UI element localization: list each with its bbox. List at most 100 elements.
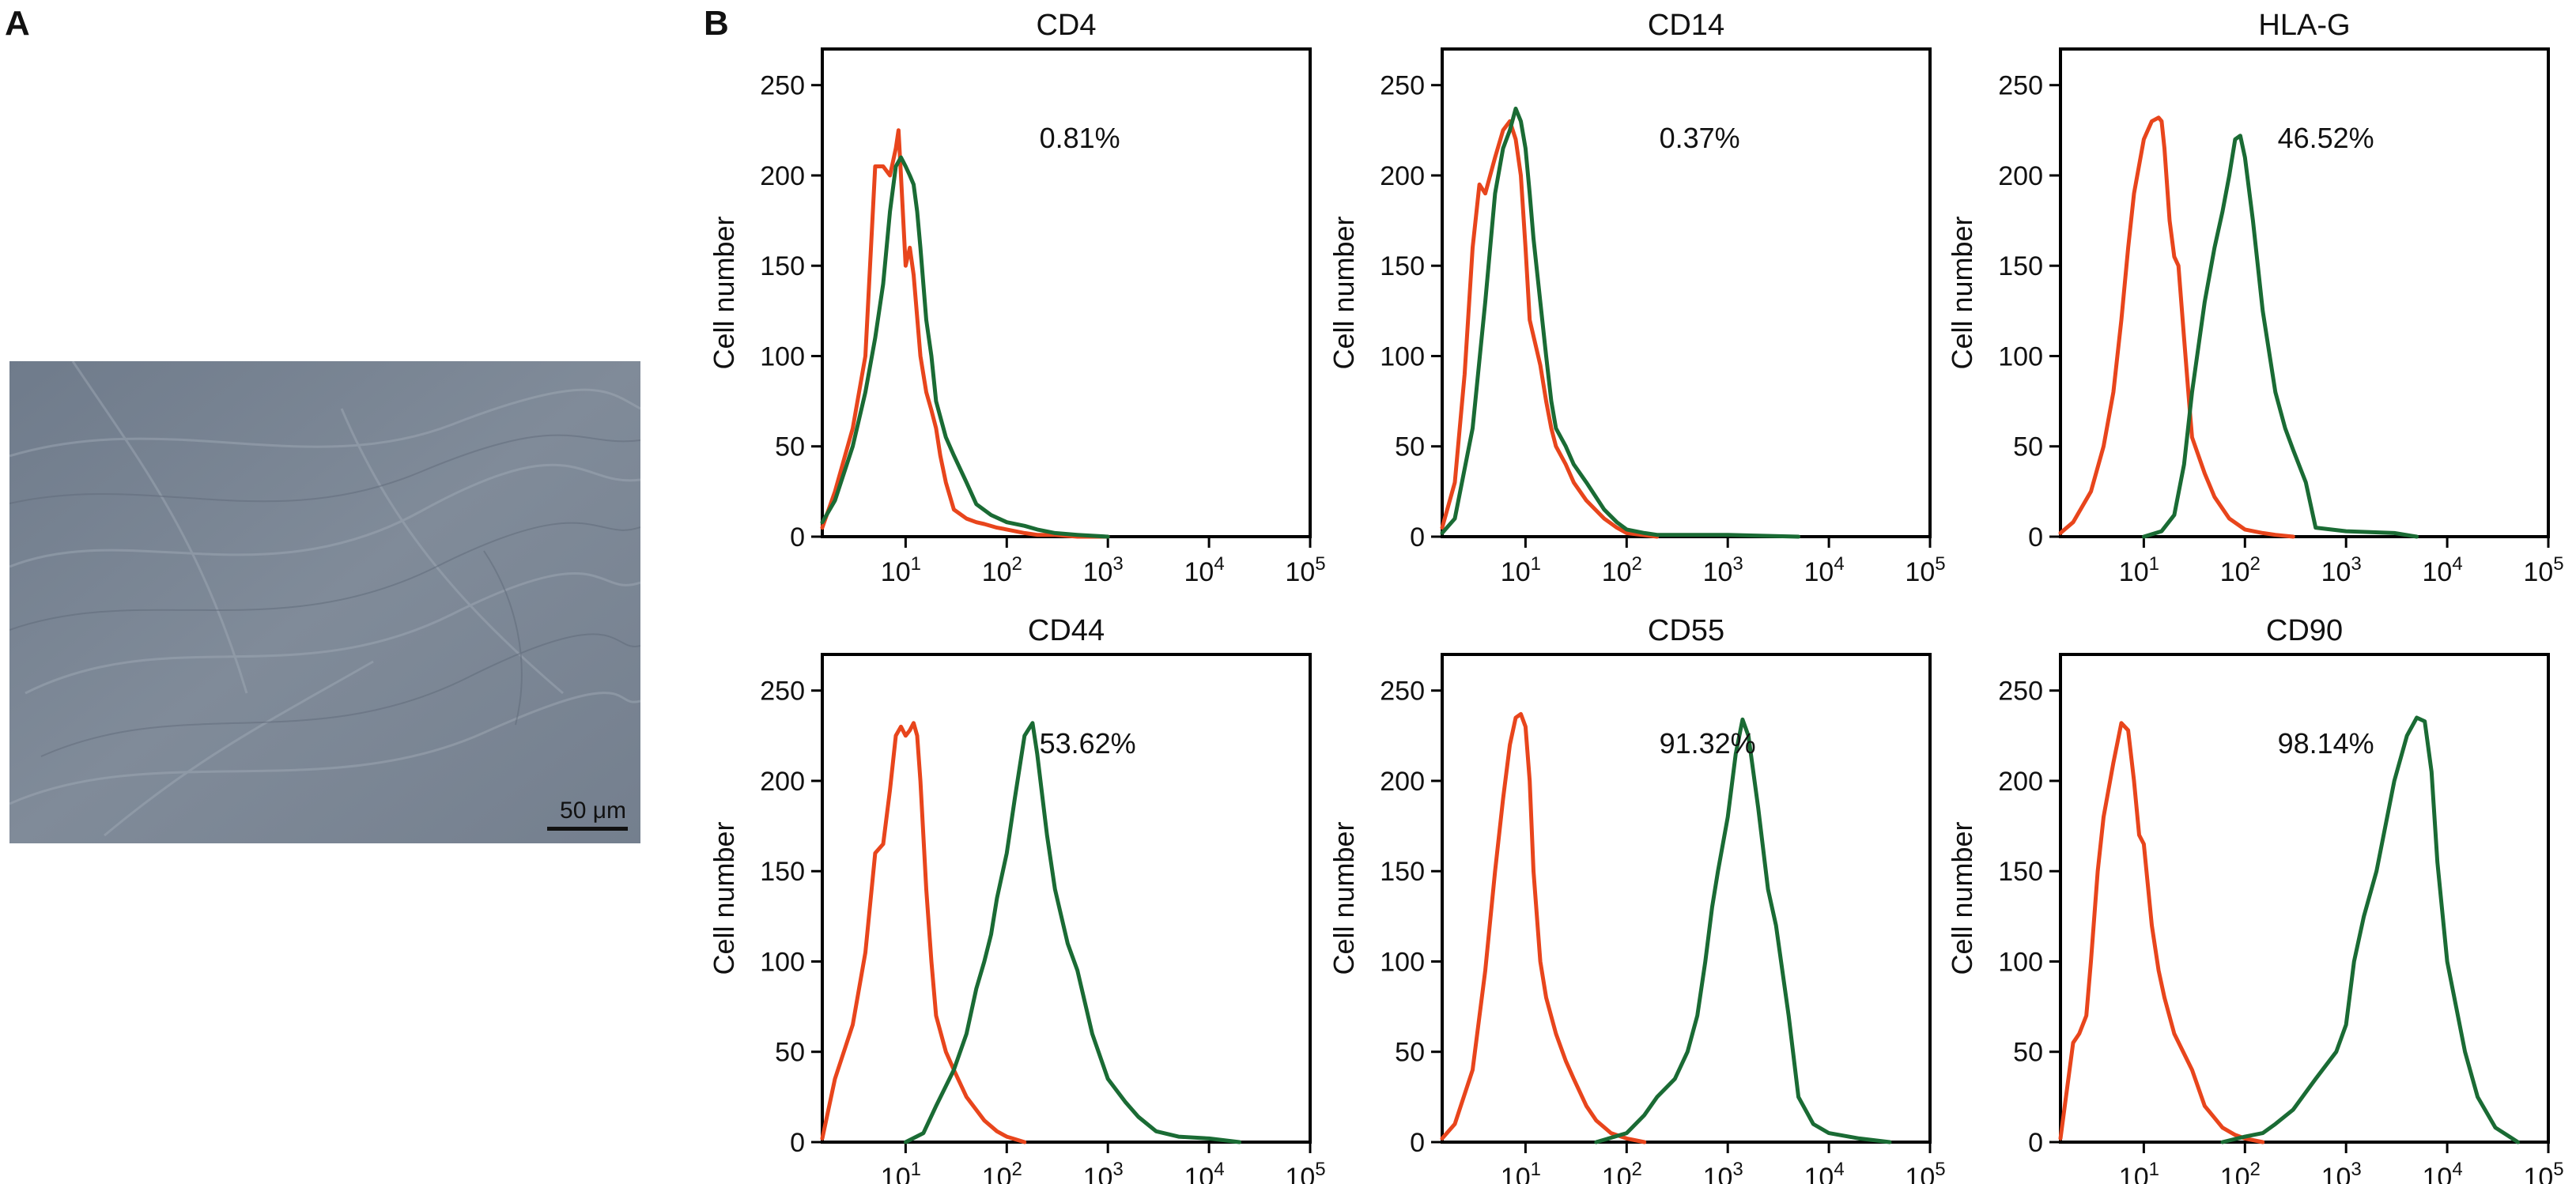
percent-label: 0.37% [1660,122,1740,154]
x-tick-label: 101 [881,553,921,587]
x-tick-label: 105 [1285,553,1325,587]
y-tick-label: 250 [760,71,805,101]
x-tick-label: 101 [2119,1159,2159,1184]
y-tick-label: 0 [790,522,805,552]
chart-title: CD44 [1028,614,1105,647]
x-tick-label: 104 [1184,553,1225,587]
y-tick-label: 100 [1998,341,2043,371]
histogram-hla-g: HLA-G 0 50 100 150 200 250 Cell number 101 102 103… [1946,9,2564,587]
y-tick-label: 0 [2028,522,2043,552]
y-tick-label: 0 [790,1128,805,1158]
x-tick-label: 101 [1501,553,1541,587]
y-tick-label: 250 [1380,71,1425,101]
chart-title: CD4 [1036,9,1096,42]
micrograph-texture [9,361,640,843]
x-tick-label: 104 [1184,1159,1225,1184]
series-line-marker [1440,106,1801,539]
y-tick-label: 0 [2028,1128,2043,1158]
y-axis-label: Cell number [1328,821,1360,975]
series-line-marker [2220,715,2520,1144]
y-tick-label: 50 [2013,432,2043,462]
y-tick-label: 150 [760,857,805,887]
series-line-marker [1594,717,1892,1144]
plot-frame [821,653,1312,1144]
y-tick-label: 50 [775,1038,805,1068]
x-tick-label: 103 [2321,1159,2362,1184]
histogram-cd44: CD44 0 50 100 150 200 250 Cell number 101 102 103 1… [708,614,1326,1184]
x-tick-label: 103 [1083,553,1124,587]
histogram-cd4: CD4 0 50 100 150 200 250 Cell number 101 102 103 10… [708,9,1326,587]
scale-bar-label: 50 μm [560,798,626,824]
series-line-control [2058,721,2265,1144]
x-tick-label: 102 [1602,1159,1642,1184]
series-line-control [1440,711,1647,1144]
x-tick-label: 101 [1501,1159,1541,1184]
y-tick-label: 200 [1998,767,2043,797]
cell-micrograph: 50 μm [9,361,640,843]
chart-title: HLA-G [2258,9,2350,42]
y-tick-label: 50 [1395,432,1425,462]
y-tick-label: 200 [1998,161,2043,191]
y-tick-label: 200 [1380,767,1425,797]
series-line-control [820,128,1110,539]
x-tick-label: 103 [1703,1159,1743,1184]
plot-frame [2059,47,2550,538]
histogram-cd14: CD14 0 50 100 150 200 250 Cell number 101 102 103 1… [1328,9,1946,587]
histogram-cd90: CD90 0 50 100 150 200 250 Cell number 101 102 103 1… [1946,614,2564,1184]
y-tick-label: 150 [760,251,805,281]
plot-frame [1441,653,1932,1144]
percent-label: 0.81% [1040,122,1120,154]
series-line-control [1440,119,1660,539]
y-tick-label: 250 [1380,677,1425,707]
percent-label: 46.52% [2278,122,2374,154]
series-line-marker [2141,134,2419,539]
x-tick-label: 102 [982,553,1022,587]
y-axis-label: Cell number [1328,216,1360,369]
scale-bar [547,827,628,831]
x-tick-label: 104 [1804,1159,1845,1184]
x-tick-label: 105 [1285,1159,1325,1184]
y-axis-label: Cell number [708,216,740,369]
y-tick-label: 150 [1998,251,2043,281]
series-line-control [2058,115,2295,539]
chart-title: CD55 [1648,614,1724,647]
series-line-marker [903,721,1242,1144]
x-tick-label: 103 [2321,553,2362,587]
y-axis-label: Cell number [708,821,740,975]
y-tick-label: 200 [760,161,805,191]
y-axis-label: Cell number [1946,216,1978,369]
series-line-marker [820,155,1110,539]
x-tick-label: 101 [881,1159,921,1184]
x-tick-label: 103 [1703,553,1743,587]
y-tick-label: 250 [1998,677,2043,707]
y-tick-label: 0 [1410,522,1425,552]
x-tick-label: 104 [2423,553,2463,587]
series-line-control [820,721,1027,1144]
x-tick-label: 105 [1905,553,1945,587]
x-tick-label: 104 [1804,553,1845,587]
chart-title: CD14 [1648,9,1724,42]
plot-frame [2059,653,2550,1144]
histogram-cd55: CD55 0 50 100 150 200 250 Cell number 101 102 103 1… [1328,614,1946,1184]
x-tick-label: 105 [2523,553,2563,587]
x-tick-label: 102 [1602,553,1642,587]
panel-label-b: B [704,4,729,43]
panel-label-a: A [5,4,30,43]
x-tick-label: 101 [2119,553,2159,587]
x-tick-label: 102 [982,1159,1022,1184]
y-tick-label: 150 [1998,857,2043,887]
x-tick-label: 103 [1083,1159,1124,1184]
y-tick-label: 250 [1998,71,2043,101]
y-tick-label: 200 [1380,161,1425,191]
y-tick-label: 50 [775,432,805,462]
percent-label: 91.32% [1660,727,1756,760]
y-axis-label: Cell number [1946,821,1978,975]
y-tick-label: 100 [1380,947,1425,977]
x-tick-label: 105 [2523,1159,2563,1184]
x-tick-label: 105 [1905,1159,1945,1184]
chart-title: CD90 [2266,614,2343,647]
y-tick-label: 250 [760,677,805,707]
x-tick-label: 104 [2423,1159,2463,1184]
x-tick-label: 102 [2220,1159,2261,1184]
